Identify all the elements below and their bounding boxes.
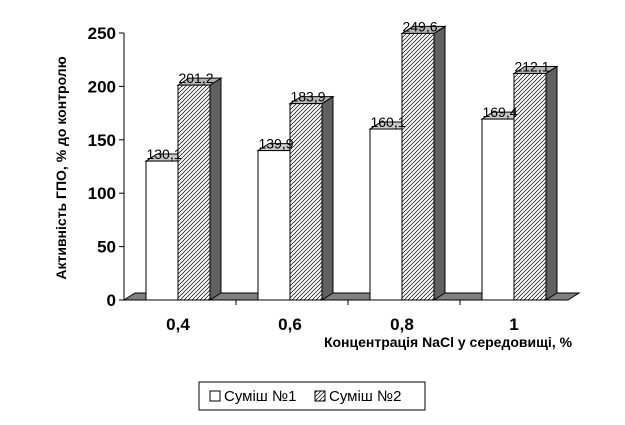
- legend-label-series-1: Суміш №1: [224, 388, 296, 405]
- y-tick-label: 100: [88, 184, 116, 203]
- x-tick-label: 0,6: [278, 315, 302, 334]
- bar-front-face: [369, 128, 403, 301]
- bars: [144, 25, 559, 301]
- bar-side-face: [209, 77, 222, 301]
- bar-front-face: [257, 150, 291, 301]
- y-tick-label: 0: [107, 291, 116, 310]
- bar-side-face: [433, 25, 446, 301]
- y-tick-label: 150: [88, 131, 116, 150]
- bar-side-face: [545, 65, 558, 301]
- legend-swatch-series-2: [314, 390, 326, 402]
- legend-label-series-2: Суміш №2: [329, 388, 401, 405]
- x-axis-title: Концентрація NaCl у середовищі, %: [324, 334, 573, 350]
- bar-front-face: [513, 72, 547, 301]
- data-label: 201,2: [178, 70, 213, 86]
- bar-front-face: [177, 84, 211, 301]
- bar-side-face: [321, 95, 334, 301]
- bar-front-face: [401, 32, 435, 301]
- data-label: 212,1: [514, 58, 549, 74]
- y-axis: 0 50 100 150 200 250: [88, 24, 568, 310]
- bar-front-face: [481, 118, 515, 301]
- bar-front-face: [289, 103, 323, 301]
- y-tick-label: 50: [97, 238, 116, 257]
- data-label: 169,4: [482, 104, 517, 120]
- data-labels: 130,1 139,9 160,1 169,4 201,2 183,9 249,6 212,1: [146, 18, 549, 162]
- legend-box: [198, 381, 426, 411]
- x-tick-label: 0,4: [166, 315, 190, 334]
- bar-front-face: [145, 160, 179, 301]
- data-label: 160,1: [370, 114, 405, 130]
- legend: Суміш №1 Суміш №2: [198, 381, 426, 411]
- x-tick-label: 1: [509, 315, 518, 334]
- data-label: 183,9: [290, 89, 325, 105]
- bar-series-2: [288, 95, 335, 301]
- y-axis-title: Активність ГПО, % до контролю: [53, 56, 69, 279]
- bar-series-2: [400, 25, 447, 301]
- bar-series-2: [176, 77, 223, 301]
- y-tick-label: 200: [88, 77, 116, 96]
- bar-series-2: [512, 65, 559, 301]
- data-label: 249,6: [402, 18, 437, 34]
- x-tick-label: 0,8: [390, 315, 414, 334]
- x-axis-tick-labels: 0,4 0,6 0,8 1: [166, 315, 519, 334]
- y-tick-label: 250: [88, 24, 116, 43]
- legend-swatch-series-1: [209, 390, 221, 402]
- data-label: 130,1: [146, 146, 181, 162]
- data-label: 139,9: [258, 136, 293, 152]
